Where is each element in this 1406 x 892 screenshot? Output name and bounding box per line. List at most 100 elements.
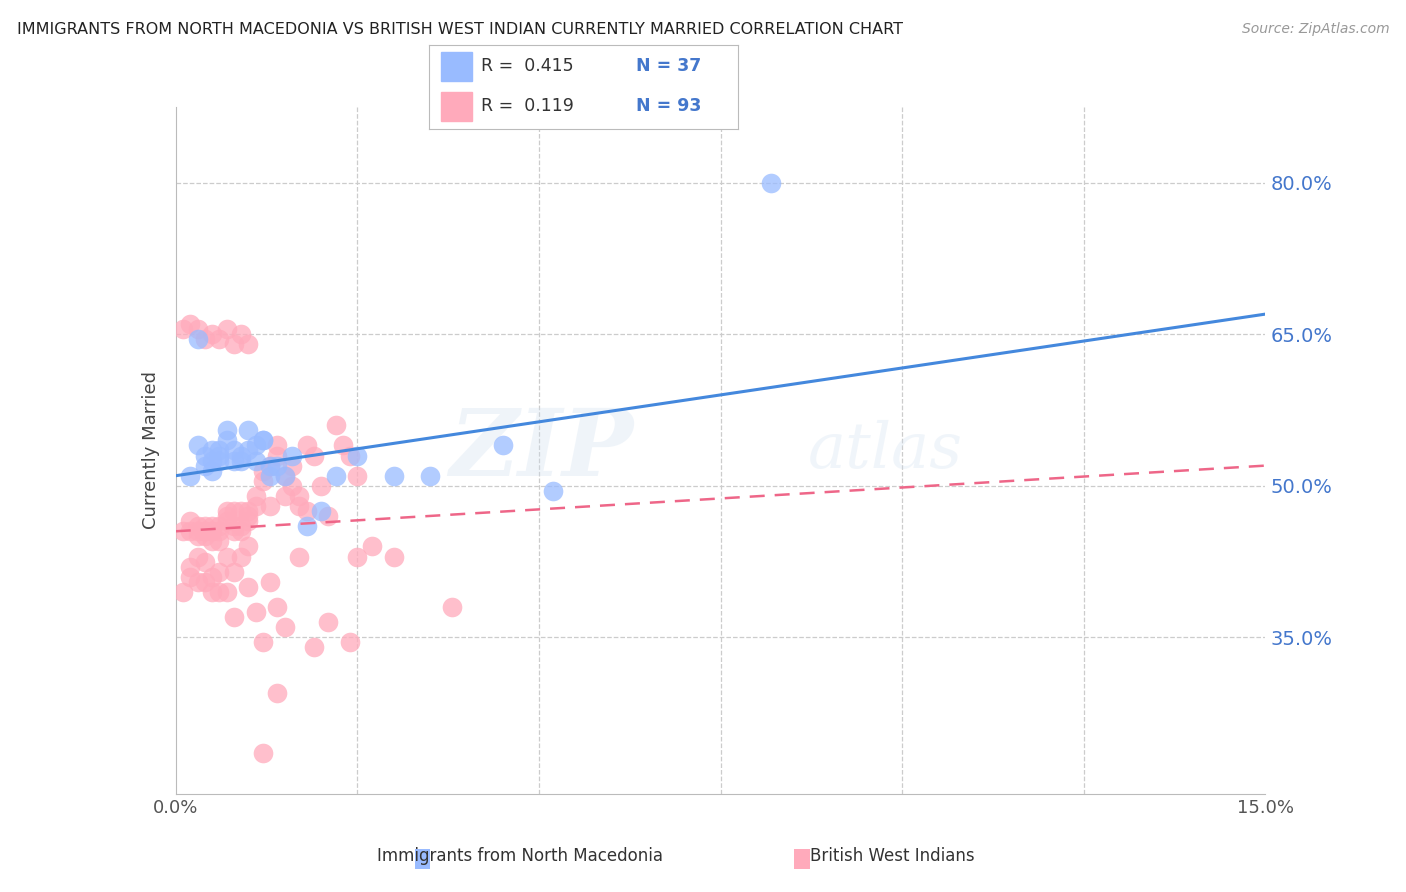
Point <box>252 464 274 478</box>
Point <box>332 438 354 452</box>
Point <box>231 327 253 342</box>
Point <box>259 458 281 473</box>
Point <box>266 458 288 473</box>
Point <box>186 438 209 452</box>
Point <box>252 747 274 761</box>
Text: Immigrants from North Macedonia: Immigrants from North Macedonia <box>377 847 664 865</box>
Point <box>208 585 231 599</box>
Point <box>238 443 260 458</box>
Point <box>215 509 238 524</box>
Point <box>215 434 238 448</box>
Point <box>215 322 238 336</box>
Point <box>302 640 325 655</box>
Point <box>543 483 565 498</box>
Text: IMMIGRANTS FROM NORTH MACEDONIA VS BRITISH WEST INDIAN CURRENTLY MARRIED CORRELA: IMMIGRANTS FROM NORTH MACEDONIA VS BRITI… <box>17 22 903 37</box>
Point <box>222 443 245 458</box>
Point <box>259 458 281 473</box>
Point <box>295 504 318 518</box>
Point <box>281 458 304 473</box>
Point <box>201 453 224 467</box>
Point <box>252 635 274 649</box>
Point <box>172 524 194 539</box>
Point <box>201 585 224 599</box>
Point <box>194 332 217 346</box>
Point <box>318 615 340 630</box>
Point <box>179 468 201 483</box>
Point <box>222 337 245 351</box>
Point <box>339 449 361 463</box>
Point <box>274 489 297 503</box>
Point <box>245 499 267 513</box>
Point <box>194 449 217 463</box>
Point <box>194 458 217 473</box>
Point <box>281 479 304 493</box>
Point <box>325 418 347 433</box>
Text: R =  0.119: R = 0.119 <box>481 96 574 114</box>
Point <box>492 438 515 452</box>
Point <box>201 534 224 549</box>
Text: R =  0.415: R = 0.415 <box>481 57 574 75</box>
Point <box>222 519 245 533</box>
Y-axis label: Currently Married: Currently Married <box>142 371 160 530</box>
Point <box>259 499 281 513</box>
Point <box>222 524 245 539</box>
Point <box>761 176 783 190</box>
Bar <box>441 92 472 120</box>
Point <box>325 468 347 483</box>
Text: N = 93: N = 93 <box>636 96 702 114</box>
Point <box>208 519 231 533</box>
Text: atlas: atlas <box>807 419 963 482</box>
Point <box>346 549 368 564</box>
Point <box>179 570 201 584</box>
Point <box>222 565 245 579</box>
Point <box>186 549 209 564</box>
Point <box>231 519 253 533</box>
Point <box>252 434 274 448</box>
Point <box>172 322 194 336</box>
Point <box>238 580 260 594</box>
Point <box>208 449 231 463</box>
Point <box>238 514 260 528</box>
Point <box>266 600 288 615</box>
Point <box>179 524 201 539</box>
Point <box>266 438 288 452</box>
Point <box>231 504 253 518</box>
Point <box>231 449 253 463</box>
Point <box>245 453 267 467</box>
Point <box>295 519 318 533</box>
Point <box>245 605 267 619</box>
Point <box>186 519 209 533</box>
Point <box>201 443 224 458</box>
Point <box>215 549 238 564</box>
Point <box>259 468 281 483</box>
Point <box>238 509 260 524</box>
Point <box>194 529 217 543</box>
Point <box>215 585 238 599</box>
Point <box>274 620 297 634</box>
Point <box>186 524 209 539</box>
Point <box>245 438 267 452</box>
Text: ZIP: ZIP <box>449 406 633 495</box>
Point <box>346 449 368 463</box>
Point <box>186 529 209 543</box>
Point <box>208 443 231 458</box>
Point <box>346 468 368 483</box>
Text: British West Indians: British West Indians <box>810 847 976 865</box>
Point <box>231 549 253 564</box>
Point <box>194 519 217 533</box>
Point <box>288 549 311 564</box>
Point <box>208 524 231 539</box>
Text: Source: ZipAtlas.com: Source: ZipAtlas.com <box>1241 22 1389 37</box>
Point <box>208 534 231 549</box>
Point <box>281 449 304 463</box>
Point <box>252 474 274 488</box>
Point <box>201 524 224 539</box>
Point <box>201 570 224 584</box>
Point <box>222 610 245 624</box>
Point <box>201 519 224 533</box>
Point <box>440 600 463 615</box>
Text: N = 37: N = 37 <box>636 57 702 75</box>
Point <box>179 317 201 331</box>
Point <box>186 574 209 589</box>
Point <box>201 327 224 342</box>
